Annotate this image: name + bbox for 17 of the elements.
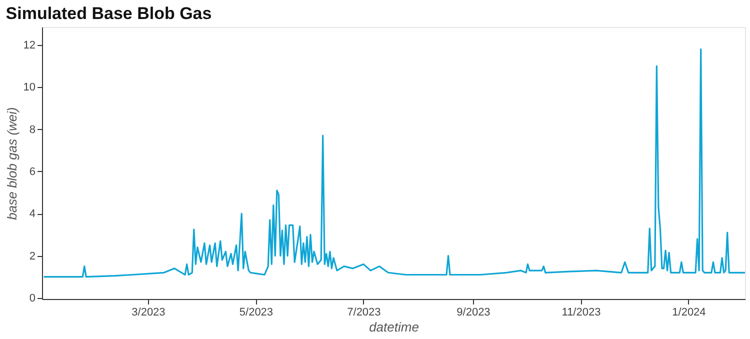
y-tick-label: 6 — [29, 166, 36, 178]
chart-title: Simulated Base Blob Gas — [6, 4, 212, 23]
y-tick-label: 12 — [23, 39, 36, 52]
y-axis-title: base blob gas (wei) — [4, 107, 20, 220]
line-series — [42, 48, 745, 278]
y-tick-label: 0 — [29, 292, 36, 304]
x-tick-label: 1/2024 — [672, 306, 706, 318]
x-tick-label: 5/2023 — [239, 306, 274, 318]
y-tick-label: 4 — [29, 208, 36, 220]
y-tick-label: 2 — [29, 250, 36, 262]
x-tick-label: 11/2023 — [562, 306, 601, 318]
x-tick-label: 3/2023 — [132, 306, 166, 318]
y-tick-label: 10 — [23, 82, 36, 94]
x-tick-label: 7/2023 — [347, 306, 381, 318]
y-tick-label: 8 — [29, 124, 36, 136]
x-tick-label: 9/2023 — [456, 306, 490, 318]
x-axis-title: datetime — [369, 320, 419, 334]
